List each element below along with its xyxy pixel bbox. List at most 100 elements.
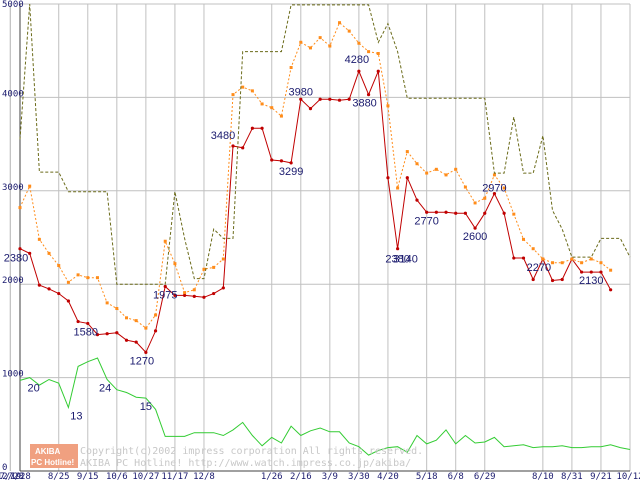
series-point: [86, 276, 90, 280]
series-point: [183, 293, 187, 298]
series-point: [386, 104, 390, 108]
series-point: [328, 44, 332, 48]
series-point: [444, 173, 448, 177]
series-point: [580, 261, 584, 265]
series-point: [279, 159, 284, 163]
data-label: 2600: [463, 231, 487, 243]
series-point: [337, 98, 342, 102]
x-tick-label: 6/29: [474, 472, 496, 480]
series-point: [405, 150, 409, 154]
series-point: [231, 93, 235, 97]
x-tick-label: 8/31: [561, 472, 583, 480]
series-point: [28, 184, 32, 188]
x-tick-label: 10/6: [106, 472, 128, 480]
series-point: [202, 295, 206, 299]
series-line: [19, 21, 611, 329]
series-point: [270, 158, 274, 162]
series-point: [415, 162, 419, 166]
watermark-line-2: AKIBA PC Hotline! http://www.watch.impre…: [80, 458, 411, 469]
series-point: [115, 331, 119, 335]
watermark-logo: [30, 444, 78, 468]
series-point: [95, 276, 99, 280]
series-point: [66, 280, 70, 284]
series-point: [318, 36, 322, 40]
series-point: [173, 262, 177, 266]
series-point: [154, 313, 158, 317]
watermark: AKIBA PC Hotline! Copyright(c)2002 impre…: [30, 444, 423, 469]
series-point: [76, 273, 80, 277]
series-point: [454, 211, 458, 215]
x-tick-label: 7/19: [0, 472, 21, 480]
series-point: [492, 192, 497, 196]
series-point: [366, 92, 371, 97]
series-point: [560, 277, 564, 282]
series-point: [338, 21, 342, 25]
series-point: [163, 284, 167, 289]
grid-lines: [9, 3, 631, 472]
data-label: 1580: [74, 326, 98, 338]
x-tick-label: 3/9: [322, 472, 338, 480]
series-point: [308, 46, 312, 50]
series-point: [202, 267, 206, 271]
series-point: [434, 167, 438, 171]
series-point: [105, 301, 109, 305]
series-point: [531, 277, 535, 282]
series-point: [47, 251, 51, 255]
data-label: 3299: [279, 166, 303, 178]
series-point: [454, 167, 458, 171]
series-point: [483, 211, 487, 215]
data-label: 13: [70, 410, 82, 422]
series-point: [250, 89, 254, 93]
series-point: [589, 257, 593, 261]
series-point: [376, 69, 380, 73]
y-tick-label: 1000: [2, 370, 24, 380]
series-line: [19, 69, 612, 354]
data-label: 3480: [211, 130, 235, 142]
series-point: [444, 210, 448, 214]
series-line: [19, 3, 631, 285]
series-point: [231, 144, 235, 148]
series-point: [357, 69, 361, 73]
series-point: [405, 176, 409, 180]
series-line: [19, 357, 631, 456]
data-label: 2380: [385, 254, 409, 266]
data-label: 15: [140, 401, 152, 413]
series-point: [125, 316, 129, 320]
series-point: [299, 97, 303, 101]
series-point: [134, 319, 138, 323]
data-label: 3980: [289, 86, 313, 98]
series-point: [550, 278, 555, 283]
series-point: [367, 50, 371, 54]
series-point: [37, 283, 41, 287]
series-point: [328, 97, 332, 101]
series-point: [512, 212, 516, 216]
series-point: [76, 319, 80, 324]
series-point: [153, 329, 158, 333]
series-point: [18, 247, 22, 251]
series-point: [95, 333, 100, 337]
y-tick-label: 5000: [2, 0, 24, 10]
series-point: [270, 106, 274, 110]
series-layer: [18, 3, 631, 456]
series-0: [18, 69, 613, 354]
watermark-line-1: Copyright(c)2002 impress corporation All…: [80, 446, 423, 457]
series-point: [579, 270, 584, 274]
series-point: [376, 52, 380, 56]
series-point: [425, 210, 429, 214]
data-label: 3880: [352, 98, 376, 110]
series-point: [144, 326, 148, 330]
x-tick-label: 8/25: [48, 472, 70, 480]
series-point: [192, 288, 196, 292]
series-2: [19, 3, 631, 285]
series-point: [463, 185, 467, 189]
data-label: 3140: [393, 254, 417, 266]
series-point: [473, 226, 477, 230]
x-tick-label: 5/18: [416, 472, 438, 480]
series-point: [357, 41, 361, 45]
series-point: [241, 85, 245, 89]
series-point: [521, 237, 525, 241]
series-point: [492, 173, 496, 177]
series-point: [609, 268, 613, 272]
series-point: [512, 256, 516, 260]
series-point: [560, 261, 564, 265]
